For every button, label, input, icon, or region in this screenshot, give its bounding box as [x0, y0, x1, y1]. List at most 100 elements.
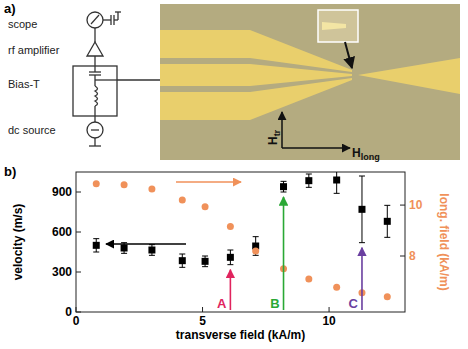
hlong-arrow: [282, 147, 350, 149]
x-axis-title: transverse field (kA/m): [176, 328, 305, 342]
y2-tick: [400, 256, 405, 257]
micrograph-background: [160, 4, 460, 160]
field-symbol: H: [352, 146, 361, 160]
wire: [89, 145, 101, 146]
y-tick-label: 0: [65, 305, 72, 319]
y2-tick: [400, 205, 405, 206]
figure: a)scoperf amplifierBias-Tdc sourceHtrHlo…: [0, 0, 468, 349]
annotation-label: C: [349, 296, 359, 311]
x-tick: [202, 307, 203, 312]
data-point: [333, 284, 340, 291]
data-point: [179, 197, 186, 204]
inset-arrow: [345, 42, 352, 68]
wire: [94, 28, 95, 42]
data-point: [93, 180, 100, 187]
data-point: [252, 247, 259, 254]
amplifier-symbol: [87, 42, 103, 56]
error-bar: [227, 250, 233, 265]
field-subscript: tr: [272, 129, 282, 136]
error-bar-cap: [93, 238, 99, 239]
wire: [103, 19, 111, 20]
x-tick-label: 0: [73, 314, 80, 328]
wire: [95, 79, 117, 80]
panel-a: a)scoperf amplifierBias-Tdc sourceHtrHlo…: [4, 1, 460, 162]
error-bar: [253, 237, 259, 256]
annotation-label: A: [217, 296, 227, 311]
error-bar-cap: [121, 253, 127, 254]
error-bar-cap: [306, 187, 312, 188]
dc-source-symbol: [87, 122, 103, 138]
error-bar: [359, 176, 365, 243]
data-point: [93, 242, 100, 249]
error-bar-cap: [227, 250, 233, 251]
y2-tick-label: 8: [409, 249, 416, 263]
inductor-symbol: [95, 86, 98, 106]
component-label: scope: [8, 18, 37, 30]
annotation-arrow: [361, 248, 363, 310]
error-bar: [202, 256, 208, 267]
x-tick-label: 10: [322, 314, 336, 328]
annotation-arrow: [230, 270, 232, 310]
data-point: [333, 177, 340, 184]
error-bar: [281, 181, 287, 192]
data-point: [384, 293, 391, 300]
field-subscript: long: [361, 152, 380, 162]
y2-tick-label: 10: [409, 198, 423, 212]
y-tick-label: 300: [52, 265, 72, 279]
data-point: [305, 177, 312, 184]
error-bar-cap: [202, 266, 208, 267]
wire: [115, 11, 121, 12]
data-point: [280, 183, 287, 190]
plot-marks: [93, 172, 391, 300]
inset: [318, 10, 358, 42]
data-point: [148, 186, 155, 193]
data-point: [202, 203, 209, 210]
error-bar-cap: [202, 256, 208, 257]
error-bar: [306, 174, 312, 187]
error-bar-cap: [334, 193, 340, 194]
wire: [117, 12, 118, 20]
plot-frame: [76, 172, 405, 312]
error-bar-cap: [149, 255, 155, 256]
wire: [91, 129, 99, 130]
y-tick-label: 900: [52, 185, 72, 199]
error-bar: [334, 172, 340, 193]
error-bar-cap: [179, 267, 185, 268]
error-bar-cap: [281, 181, 287, 182]
ground-electrode: [160, 78, 352, 120]
data-point: [358, 206, 365, 213]
annotation-label: B: [270, 296, 279, 311]
wire: [94, 66, 95, 72]
field-symbol: H: [266, 136, 280, 145]
wire: [89, 71, 101, 72]
panel-b: b) 0 5 10 0 300 600 900 8 10 transverse field (kA/…: [4, 164, 451, 342]
y-tick: [76, 312, 81, 313]
error-bar-cap: [384, 205, 390, 206]
data-point: [227, 254, 234, 261]
axis-pointer-arrow: [176, 181, 241, 183]
panel-label: b): [4, 164, 16, 179]
error-bar: [384, 205, 390, 237]
error-bar: [93, 239, 99, 252]
right-electrode: [358, 58, 460, 94]
data-point: [121, 245, 128, 252]
panel-label: a): [4, 1, 16, 16]
error-bar: [179, 254, 185, 267]
scope-symbol: [87, 12, 103, 28]
data-point: [305, 275, 312, 282]
error-bar-cap: [359, 176, 365, 177]
error-bar: [149, 245, 155, 256]
y-axis-title: velocity (m/s): [11, 204, 25, 281]
x-tick-label: 5: [199, 314, 206, 328]
component-label: rf amplifier: [8, 44, 60, 56]
data-point: [179, 257, 186, 264]
error-bar-cap: [179, 254, 185, 255]
y-tick: [76, 272, 81, 273]
error-bar-cap: [121, 242, 127, 243]
axis-pointer-arrow: [106, 243, 186, 245]
error-bar-cap: [281, 192, 287, 193]
y-tick-label: 600: [52, 225, 72, 239]
wire: [94, 106, 95, 122]
data-point: [384, 218, 391, 225]
component-label: dc source: [8, 124, 56, 136]
